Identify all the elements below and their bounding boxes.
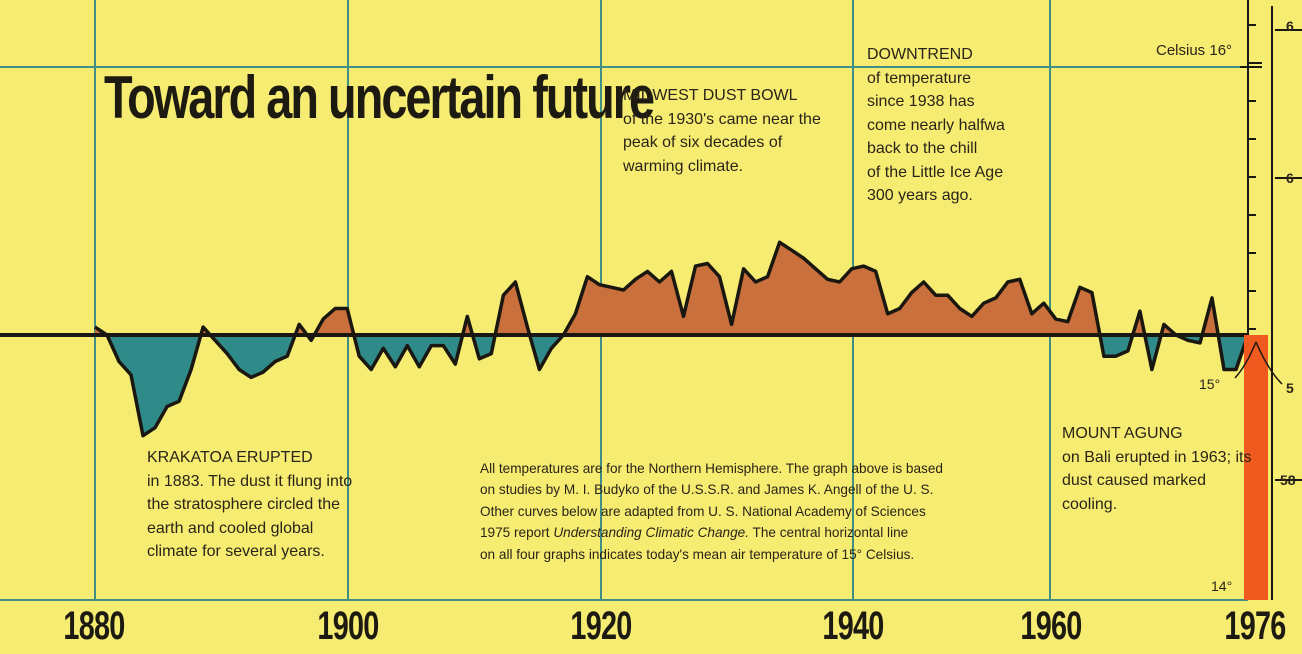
scale-label-14c: 14°	[1211, 578, 1233, 594]
x-tick-label: 1960	[1020, 604, 1082, 648]
annotation-downtrend: DOWNTREND of temperature since 1938 has …	[867, 43, 1025, 208]
chart-title-text: Toward an uncertain future	[104, 64, 655, 131]
footnote-report-title: Understanding Climatic Change.	[553, 525, 750, 541]
annotation-downtrend-head: DOWNTREND	[867, 46, 973, 63]
right-edge-tick: 6	[1286, 170, 1294, 186]
right-scale	[1234, 0, 1302, 600]
right-edge-tick: 5	[1286, 380, 1294, 396]
annotation-krakatoa: KRAKATOA ERUPTED in 1883. The dust it fl…	[147, 446, 367, 564]
thermometer-pointer	[1234, 341, 1257, 379]
temperature-curve	[94, 240, 1250, 438]
footnote-line: All temperatures are for the Northern He…	[480, 461, 943, 476]
cool-anomaly-area	[210, 335, 296, 378]
annotation-downtrend-line: back to the chill	[867, 140, 978, 157]
x-tick-label: 1920	[570, 604, 632, 648]
right-edge-tick: 58	[1280, 472, 1296, 488]
grid	[0, 0, 1248, 601]
cool-anomaly-area	[353, 335, 463, 370]
chart-title: Toward an uncertain future	[104, 64, 655, 131]
scale-label-15c: 15°	[1199, 376, 1221, 392]
annotation-downtrend-line: of the Little Ice Age	[867, 163, 1004, 181]
annotation-downtrend-line: since 1938 has	[867, 93, 975, 110]
warm-anomaly-area	[314, 308, 354, 335]
x-tick-label: 1880	[63, 604, 125, 648]
footnote-line: on studies by M. I. Budyko of the U.S.S.…	[480, 482, 934, 498]
warm-anomaly-area	[563, 242, 1100, 335]
x-tick-label: 1976	[1224, 604, 1286, 648]
right-edge-tick: 6	[1286, 18, 1294, 34]
footnote-text: 1975 report	[480, 525, 554, 541]
footnote-line: 1975 report Understanding Climatic Chang…	[480, 522, 1040, 543]
x-tick-label: 1900	[317, 604, 379, 648]
annotation-dustbowl: MIDWEST DUST BOWL of the 1930's came nea…	[623, 84, 833, 178]
thermometer-bar	[1244, 335, 1268, 600]
footnote-text: The central horizontal line	[749, 525, 909, 541]
x-tick-label: 1940	[822, 604, 884, 648]
annotation-agung: MOUNT AGUNG on Bali erupted in 1963; its…	[1062, 422, 1252, 516]
cool-anomaly-area	[1218, 335, 1248, 370]
annotation-downtrend-line: of temperature	[867, 69, 972, 87]
temperature-line	[94, 240, 1250, 438]
footnote-line: on all four graphs indicates today's mea…	[480, 546, 915, 562]
scale-label-16c: Celsius 16°	[1156, 42, 1233, 59]
annotation-downtrend-line: come nearly halfwa	[867, 116, 1005, 134]
annotation-dustbowl-body: of the 1930's came near the peak of six …	[623, 110, 821, 175]
annotation-agung-head: MOUNT AGUNG	[1062, 425, 1183, 442]
annotation-dustbowl-head: MIDWEST DUST BOWL	[623, 87, 798, 104]
footnote-line: Other curves below are adapted from U. S…	[480, 503, 926, 519]
annotation-krakatoa-head: KRAKATOA ERUPTED	[147, 449, 313, 466]
thermometer-pointer	[1255, 341, 1283, 385]
cool-anomaly-area	[107, 335, 201, 436]
annotation-downtrend-line: 300 years ago.	[867, 187, 973, 204]
source-footnote: All temperatures are for the Northern He…	[480, 458, 1040, 565]
annotation-agung-body: on Bali erupted in 1963; its dust caused…	[1062, 448, 1252, 513]
annotation-krakatoa-body: in 1883. The dust it flung into the stra…	[147, 472, 353, 561]
